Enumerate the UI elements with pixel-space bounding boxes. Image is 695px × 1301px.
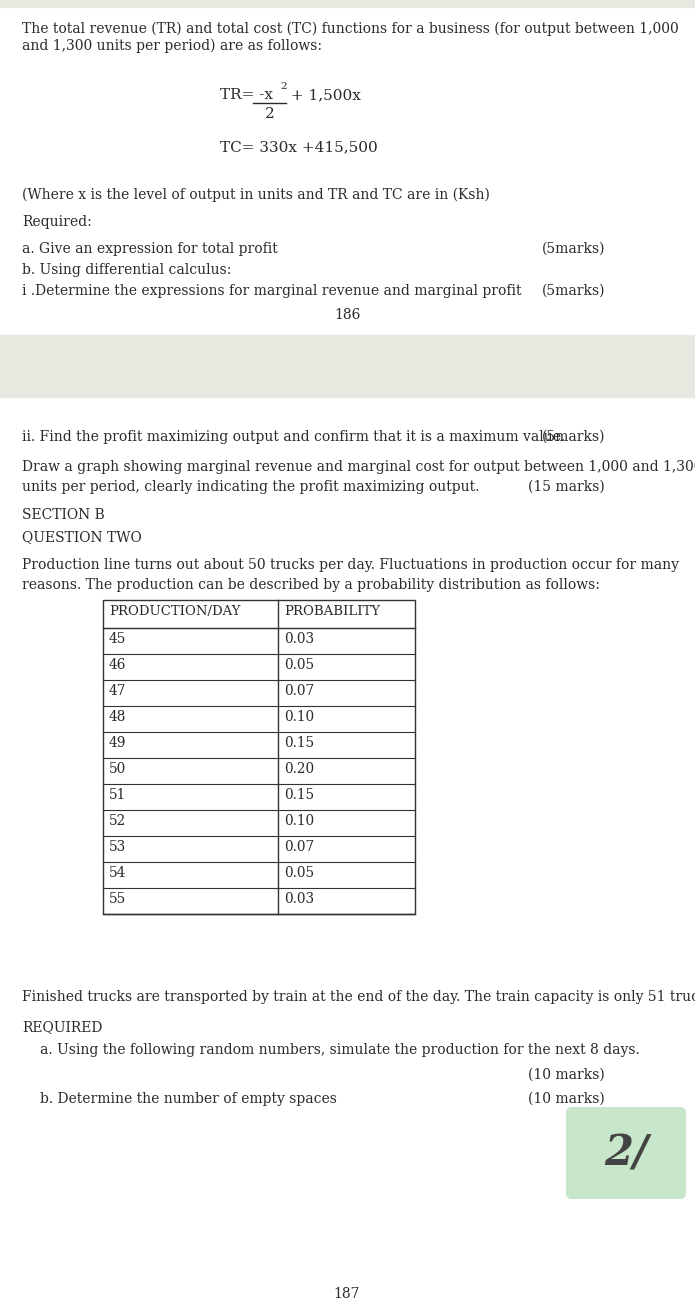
Text: 2: 2 <box>280 82 286 91</box>
Text: (5marks): (5marks) <box>541 284 605 298</box>
Text: TC= 330x +415,500: TC= 330x +415,500 <box>220 141 378 154</box>
Text: 0.03: 0.03 <box>284 632 314 647</box>
Text: 53: 53 <box>109 840 126 853</box>
Text: 45: 45 <box>109 632 126 647</box>
Text: 0.05: 0.05 <box>284 866 314 879</box>
Bar <box>0 0 695 7</box>
Bar <box>103 600 415 915</box>
Text: Draw a graph showing marginal revenue and marginal cost for output between 1,000: Draw a graph showing marginal revenue an… <box>22 461 695 474</box>
Text: 2: 2 <box>265 107 275 121</box>
Text: 2/: 2/ <box>604 1132 648 1174</box>
Text: SECTION B: SECTION B <box>22 507 105 522</box>
Text: REQUIRED: REQUIRED <box>22 1020 102 1034</box>
Text: (10 marks): (10 marks) <box>528 1092 605 1106</box>
Text: (15 marks): (15 marks) <box>528 480 605 494</box>
Text: 47: 47 <box>109 684 126 699</box>
Text: 0.05: 0.05 <box>284 658 314 673</box>
Text: QUESTION TWO: QUESTION TWO <box>22 530 142 544</box>
Text: + 1,500x: + 1,500x <box>286 88 361 101</box>
Bar <box>0 334 695 397</box>
Text: TR= -x: TR= -x <box>220 88 273 101</box>
Text: Finished trucks are transported by train at the end of the day. The train capaci: Finished trucks are transported by train… <box>22 990 695 1004</box>
Text: a. Give an expression for total profit: a. Give an expression for total profit <box>22 242 278 256</box>
Text: reasons. The production can be described by a probability distribution as follow: reasons. The production can be described… <box>22 578 600 592</box>
Text: 186: 186 <box>334 308 360 323</box>
Text: 0.03: 0.03 <box>284 892 314 905</box>
Text: 187: 187 <box>334 1287 360 1301</box>
Text: b. Determine the number of empty spaces: b. Determine the number of empty spaces <box>40 1092 337 1106</box>
FancyBboxPatch shape <box>566 1107 686 1200</box>
Text: PRODUCTION/DAY: PRODUCTION/DAY <box>109 605 240 618</box>
Text: units per period, clearly indicating the profit maximizing output.: units per period, clearly indicating the… <box>22 480 480 494</box>
Text: Production line turns out about 50 trucks per day. Fluctuations in production oc: Production line turns out about 50 truck… <box>22 558 679 572</box>
Text: (10 marks): (10 marks) <box>528 1068 605 1082</box>
Text: The total revenue (TR) and total cost (TC) functions for a business (for output : The total revenue (TR) and total cost (T… <box>22 22 679 53</box>
Text: Required:: Required: <box>22 215 92 229</box>
Text: i .Determine the expressions for marginal revenue and marginal profit: i .Determine the expressions for margina… <box>22 284 521 298</box>
Text: ii. Find the profit maximizing output and confirm that it is a maximum value.: ii. Find the profit maximizing output an… <box>22 431 565 444</box>
Text: 46: 46 <box>109 658 126 673</box>
Text: 52: 52 <box>109 814 126 827</box>
Text: a. Using the following random numbers, simulate the production for the next 8 da: a. Using the following random numbers, s… <box>40 1043 640 1056</box>
Text: 0.10: 0.10 <box>284 814 314 827</box>
Text: 0.20: 0.20 <box>284 762 314 775</box>
Text: 49: 49 <box>109 736 126 749</box>
Text: 0.10: 0.10 <box>284 710 314 723</box>
Text: 48: 48 <box>109 710 126 723</box>
Text: (5marks): (5marks) <box>541 431 605 444</box>
Text: 55: 55 <box>109 892 126 905</box>
Text: b. Using differential calculus:: b. Using differential calculus: <box>22 263 231 277</box>
Text: (5marks): (5marks) <box>541 242 605 256</box>
Text: 0.15: 0.15 <box>284 736 314 749</box>
Text: 54: 54 <box>109 866 126 879</box>
Text: 0.07: 0.07 <box>284 840 314 853</box>
Text: 0.15: 0.15 <box>284 788 314 801</box>
Text: 0.07: 0.07 <box>284 684 314 699</box>
Text: 50: 50 <box>109 762 126 775</box>
Text: (Where x is the level of output in units and TR and TC are in (Ksh): (Where x is the level of output in units… <box>22 189 490 203</box>
Text: 51: 51 <box>109 788 126 801</box>
Text: PROBABILITY: PROBABILITY <box>284 605 380 618</box>
